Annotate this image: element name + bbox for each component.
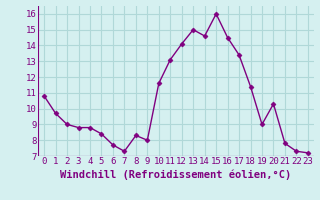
X-axis label: Windchill (Refroidissement éolien,°C): Windchill (Refroidissement éolien,°C) [60,169,292,180]
